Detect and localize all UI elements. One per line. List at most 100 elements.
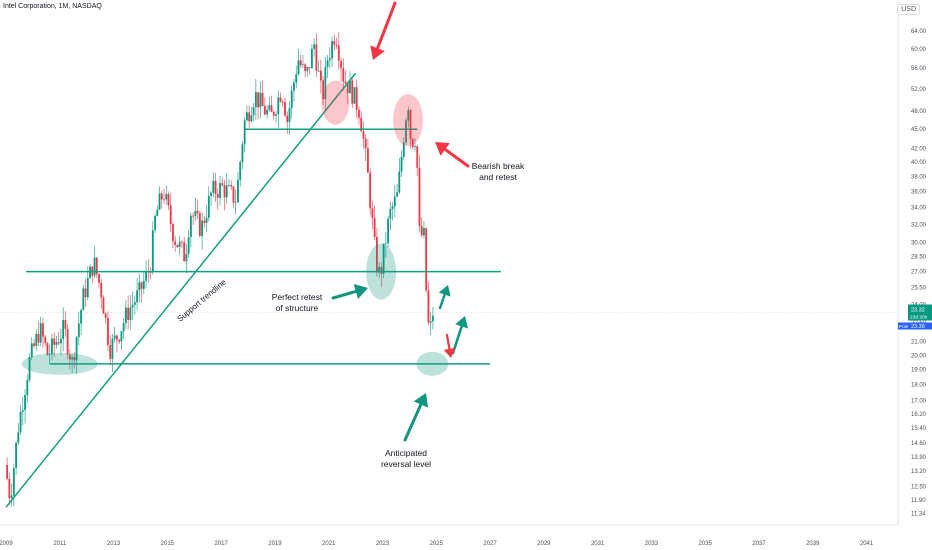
candle-body: [138, 282, 141, 291]
arrow-head: [435, 142, 450, 156]
candle-body: [80, 310, 82, 324]
candle-body: [185, 253, 188, 262]
candle-body: [160, 193, 163, 200]
candle-body: [337, 45, 340, 61]
candle-body: [311, 48, 313, 69]
y-tick-label: 17.00: [911, 399, 927, 405]
top-break-ellipse: [321, 80, 350, 125]
candles: [6, 32, 434, 507]
last-price-value: 23.32: [911, 307, 925, 313]
y-tick-label: 13.90: [911, 455, 927, 461]
candle-body: [344, 81, 347, 84]
structure-retest-ellipse: [366, 243, 397, 300]
arrow-head: [353, 283, 368, 299]
candle-body: [313, 44, 316, 49]
candle-body: [86, 278, 89, 298]
retest-label-line1: Perfect retest: [272, 292, 323, 302]
candle-body: [418, 167, 421, 227]
candle-body: [302, 64, 304, 66]
candle-body: [46, 343, 49, 355]
chart-title: Intel Corporation, 1M, NASDAQ: [3, 3, 102, 10]
candle-body: [172, 224, 174, 242]
candle-body: [333, 41, 336, 45]
candle-body: [398, 171, 401, 193]
reversal-zone-ellipse: [416, 351, 449, 376]
candle-body: [51, 338, 53, 355]
y-tick-label: 38.00: [911, 174, 927, 180]
candle-body: [250, 115, 253, 122]
candle-body: [30, 343, 33, 358]
candle-body: [402, 142, 405, 157]
x-tick-label: 2031: [591, 541, 605, 547]
y-tick-label: 25.50: [911, 286, 927, 292]
candle-body: [252, 107, 255, 116]
candle-body: [328, 58, 331, 61]
candle-body: [272, 111, 275, 116]
y-tick-label: 42.00: [911, 146, 927, 152]
candle-body: [95, 257, 98, 274]
x-tick-label: 2037: [752, 541, 766, 547]
candle-body: [201, 220, 203, 236]
candle-body: [299, 60, 302, 66]
candle-body: [136, 290, 138, 303]
candle-body: [122, 323, 125, 332]
bearish-label-line2: and retest: [479, 172, 517, 182]
candle-body: [400, 156, 403, 172]
candle-body: [407, 110, 410, 121]
teal-arrow-reversal: [403, 393, 428, 442]
candle-body: [326, 60, 329, 67]
y-tick-label: 34.00: [911, 205, 927, 211]
candle-body: [109, 345, 112, 359]
arrow-shaft: [438, 293, 446, 310]
y-tick-label: 45.00: [911, 127, 927, 133]
candle-body: [263, 105, 266, 115]
candle-body: [293, 82, 295, 91]
candle-body: [53, 338, 56, 345]
candle-body: [178, 241, 181, 247]
candle-body: [416, 146, 419, 168]
candle-body: [324, 66, 327, 100]
candle-body: [279, 97, 282, 102]
candle-body: [212, 180, 215, 193]
candle-body: [145, 270, 147, 281]
candle-body: [167, 194, 170, 206]
red-arrow-bearish: [435, 142, 470, 168]
candle-body: [319, 70, 322, 81]
candle-body: [384, 243, 387, 244]
bearish-label-line1: Bearish break: [472, 161, 525, 171]
candle-body: [113, 335, 116, 339]
candle-body: [140, 282, 143, 289]
candle-body: [28, 357, 31, 381]
x-tick-label: 2041: [860, 541, 874, 547]
arrow-head: [455, 316, 469, 329]
candle-body: [371, 208, 374, 218]
candle-body: [39, 323, 42, 343]
candle-body: [176, 244, 179, 247]
candle-body: [19, 411, 22, 433]
candle-body: [429, 321, 432, 323]
candle-body: [239, 162, 242, 180]
x-tick-label: 2017: [214, 541, 228, 547]
candle-body: [387, 218, 389, 244]
candle-body: [21, 409, 24, 412]
candle-body: [82, 288, 85, 311]
candle-body: [317, 70, 320, 72]
candle-body: [360, 117, 363, 132]
candle-body: [142, 280, 145, 289]
candle-body: [281, 101, 284, 103]
red-arrow-down-small: [443, 333, 456, 358]
candle-body: [131, 304, 134, 308]
candle-body: [163, 199, 165, 201]
support-zone-ellipse: [21, 352, 98, 375]
candle-body: [241, 144, 244, 163]
candle-body: [353, 87, 356, 104]
candle-body: [151, 230, 154, 273]
candle-body: [149, 272, 152, 274]
candle-body: [71, 357, 74, 360]
y-tick-label: 36.00: [911, 189, 927, 195]
candle-body: [308, 67, 311, 69]
trendline-label: Support trendline: [176, 277, 229, 323]
post-tag: [898, 322, 908, 330]
last-price-badge: [908, 304, 932, 321]
